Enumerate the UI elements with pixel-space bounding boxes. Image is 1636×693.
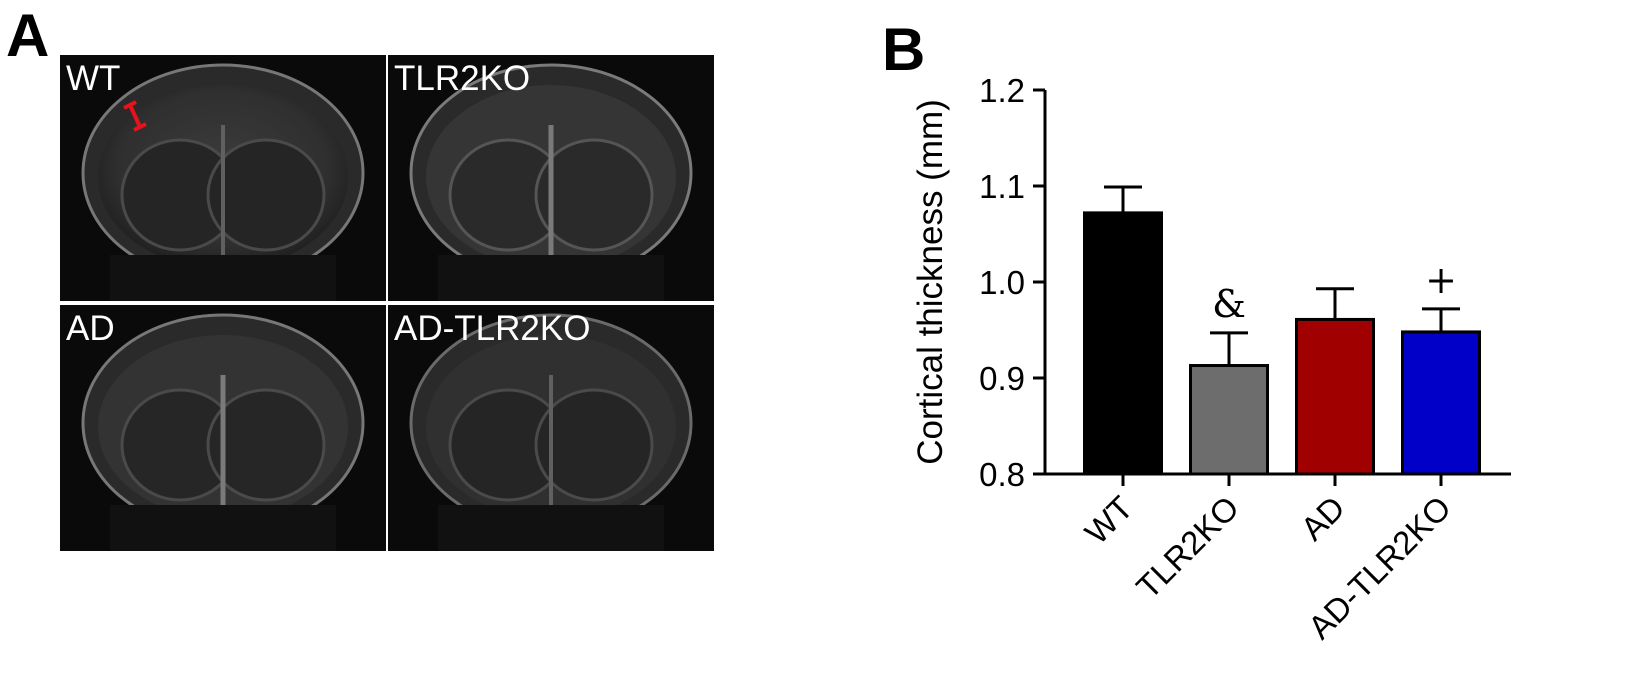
mri-scan-image (409, 313, 693, 551)
x-tick-label: TLR2KO (1129, 489, 1246, 606)
mri-panel-ad: AD (60, 305, 386, 551)
mri-label-ad-tlr2ko: AD-TLR2KO (394, 309, 591, 348)
panel-b-letter: B (882, 16, 926, 83)
y-axis: 0.8 0.9 1.0 1.1 1.2 (979, 72, 1047, 493)
x-tick-label: WT (1078, 489, 1140, 551)
mri-label-wt: WT (66, 59, 121, 98)
mri-scan-image (81, 313, 365, 551)
mri-scan-image (81, 63, 365, 301)
mri-panel-wt: WT (60, 55, 386, 301)
significance-mark: & (1212, 282, 1246, 326)
panel-a-letter: A (6, 2, 50, 69)
x-tick-label: AD (1293, 489, 1352, 548)
y-tick-label: 0.9 (979, 360, 1025, 397)
mri-label-tlr2ko: TLR2KO (394, 59, 531, 98)
significance-mark: + (1425, 258, 1457, 302)
y-tick-label: 0.8 (979, 456, 1025, 493)
bar-ad-tlr2ko (1401, 330, 1481, 476)
mri-panel-tlr2ko: TLR2KO (388, 55, 714, 301)
bars: &+ (1083, 185, 1481, 476)
bar-wt (1083, 211, 1163, 476)
y-tick-label: 1.1 (979, 168, 1025, 205)
y-tick-label: 1.0 (979, 264, 1025, 301)
y-tick-label: 1.2 (979, 72, 1025, 109)
mri-label-ad: AD (66, 309, 115, 348)
cortical-thickness-scale-bar (123, 100, 147, 132)
mri-panel-ad-tlr2ko: AD-TLR2KO (388, 305, 714, 551)
bar-ad (1295, 317, 1375, 476)
bar-tlr2ko (1189, 364, 1269, 476)
y-axis-title: Cortical thickness (mm) (911, 99, 950, 465)
mri-image-grid: WT TLR2KO AD A (60, 55, 714, 551)
mri-scan-image (409, 63, 693, 301)
